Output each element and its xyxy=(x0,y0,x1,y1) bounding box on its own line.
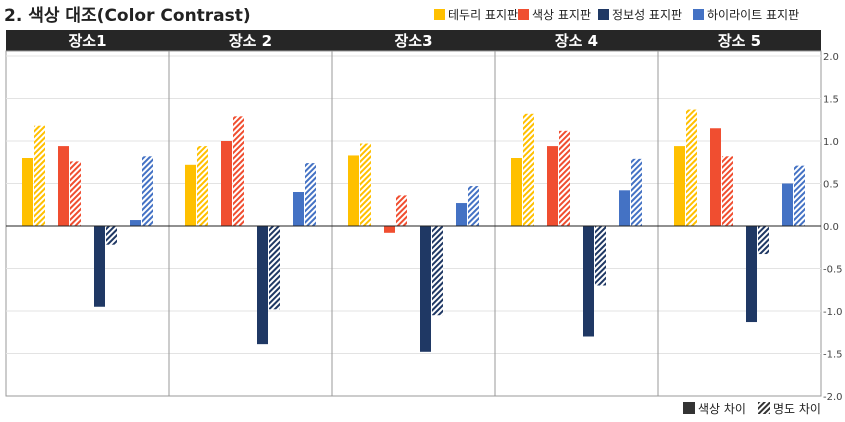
bar xyxy=(559,130,570,226)
legend-item: 명도 차이 xyxy=(758,402,821,416)
bar xyxy=(794,165,805,226)
bar xyxy=(595,226,606,286)
bar xyxy=(360,143,371,226)
legend-item: 색상 표지판 xyxy=(518,8,591,22)
y-tick-label: 2.0 xyxy=(823,52,839,63)
chart-title: 2. 색상 대조(Color Contrast) xyxy=(4,6,251,26)
bar xyxy=(185,164,196,226)
bar xyxy=(197,146,208,226)
legend-swatch xyxy=(693,9,704,20)
bar xyxy=(432,226,443,316)
y-tick-label: 1.0 xyxy=(823,137,839,148)
bar xyxy=(221,141,232,226)
bar xyxy=(583,226,594,337)
y-tick-label: -1.5 xyxy=(823,350,843,361)
category-band xyxy=(6,30,821,51)
category-label: 장소3 xyxy=(394,32,432,50)
bar xyxy=(710,128,721,226)
bar xyxy=(34,125,45,226)
legend-swatch xyxy=(434,9,445,20)
y-tick-label: -0.5 xyxy=(823,265,843,276)
bar xyxy=(456,203,467,226)
bar xyxy=(305,163,316,226)
y-tick-label: -2.0 xyxy=(823,392,843,403)
bar xyxy=(142,156,153,226)
legend-item: 색상 차이 xyxy=(683,402,746,416)
bar xyxy=(746,226,757,323)
legend-label: 정보성 표지판 xyxy=(612,8,682,22)
bar xyxy=(547,146,558,226)
legend-swatch xyxy=(518,9,529,20)
bar xyxy=(396,195,407,226)
bar xyxy=(293,192,304,226)
bar xyxy=(94,226,105,307)
bar xyxy=(130,220,141,226)
y-tick-label: -1.0 xyxy=(823,307,843,318)
legend-top: 테두리 표지판 색상 표지판 정보성 표지판 하이라이트 표지판 xyxy=(434,8,799,22)
bar xyxy=(348,155,359,226)
legend-label: 하이라이트 표지판 xyxy=(707,8,799,22)
legend-label: 색상 차이 xyxy=(698,402,746,416)
legend-swatch xyxy=(598,9,609,20)
legend-item: 테두리 표지판 xyxy=(434,8,518,22)
category-label: 장소 2 xyxy=(229,32,272,50)
bar xyxy=(782,183,793,226)
plot-area: 장소1 장소 2 장소3 장소 4 장소 5 2.0 1.5 1.0 0.5 0.0 -0.5 -1.… xyxy=(5,30,843,403)
bar xyxy=(269,226,280,310)
bar xyxy=(686,109,697,226)
bar xyxy=(106,226,117,245)
bar xyxy=(384,226,395,233)
y-tick-label: 0.0 xyxy=(823,222,839,233)
bar xyxy=(674,146,685,226)
bar xyxy=(420,226,431,352)
bar xyxy=(619,190,630,226)
legend-item: 하이라이트 표지판 xyxy=(693,8,799,22)
bar xyxy=(70,161,81,226)
y-tick-label: 0.5 xyxy=(823,180,839,191)
bar xyxy=(22,158,33,226)
legend-label: 테두리 표지판 xyxy=(448,8,518,22)
bar xyxy=(722,156,733,226)
legend-label: 명도 차이 xyxy=(773,402,821,416)
bar xyxy=(631,158,642,226)
bar xyxy=(511,158,522,226)
bar xyxy=(58,146,69,226)
bar xyxy=(233,116,244,226)
y-tick-label: 1.5 xyxy=(823,95,839,106)
category-label: 장소 5 xyxy=(718,32,761,50)
legend-label: 색상 표지판 xyxy=(532,8,591,22)
bar xyxy=(468,186,479,226)
legend-swatch xyxy=(758,402,770,414)
category-label: 장소1 xyxy=(68,32,106,50)
category-label: 장소 4 xyxy=(555,32,598,50)
bar xyxy=(523,113,534,226)
plot-frame xyxy=(5,50,822,397)
bar xyxy=(758,226,769,255)
legend-swatch xyxy=(683,402,695,414)
bar xyxy=(257,226,268,345)
legend-bottom: 색상 차이 명도 차이 xyxy=(683,402,821,416)
legend-item: 정보성 표지판 xyxy=(598,8,682,22)
